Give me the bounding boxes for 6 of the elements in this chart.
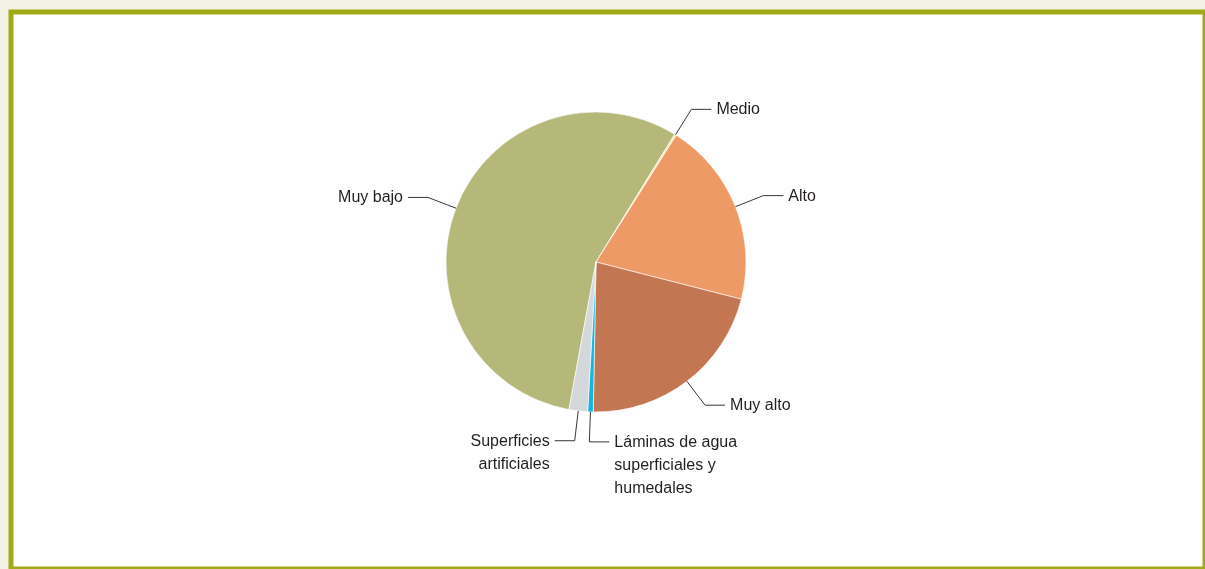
slice-label: Muy alto bbox=[730, 396, 791, 414]
slice-label: Muy bajo bbox=[338, 188, 404, 206]
slice-label: Superficies artificiales bbox=[470, 431, 550, 472]
slice-label: Láminas de agua superficiales y humedales bbox=[614, 432, 738, 496]
slice-label: Alto bbox=[788, 186, 816, 204]
slice-label: Medio bbox=[716, 100, 761, 118]
